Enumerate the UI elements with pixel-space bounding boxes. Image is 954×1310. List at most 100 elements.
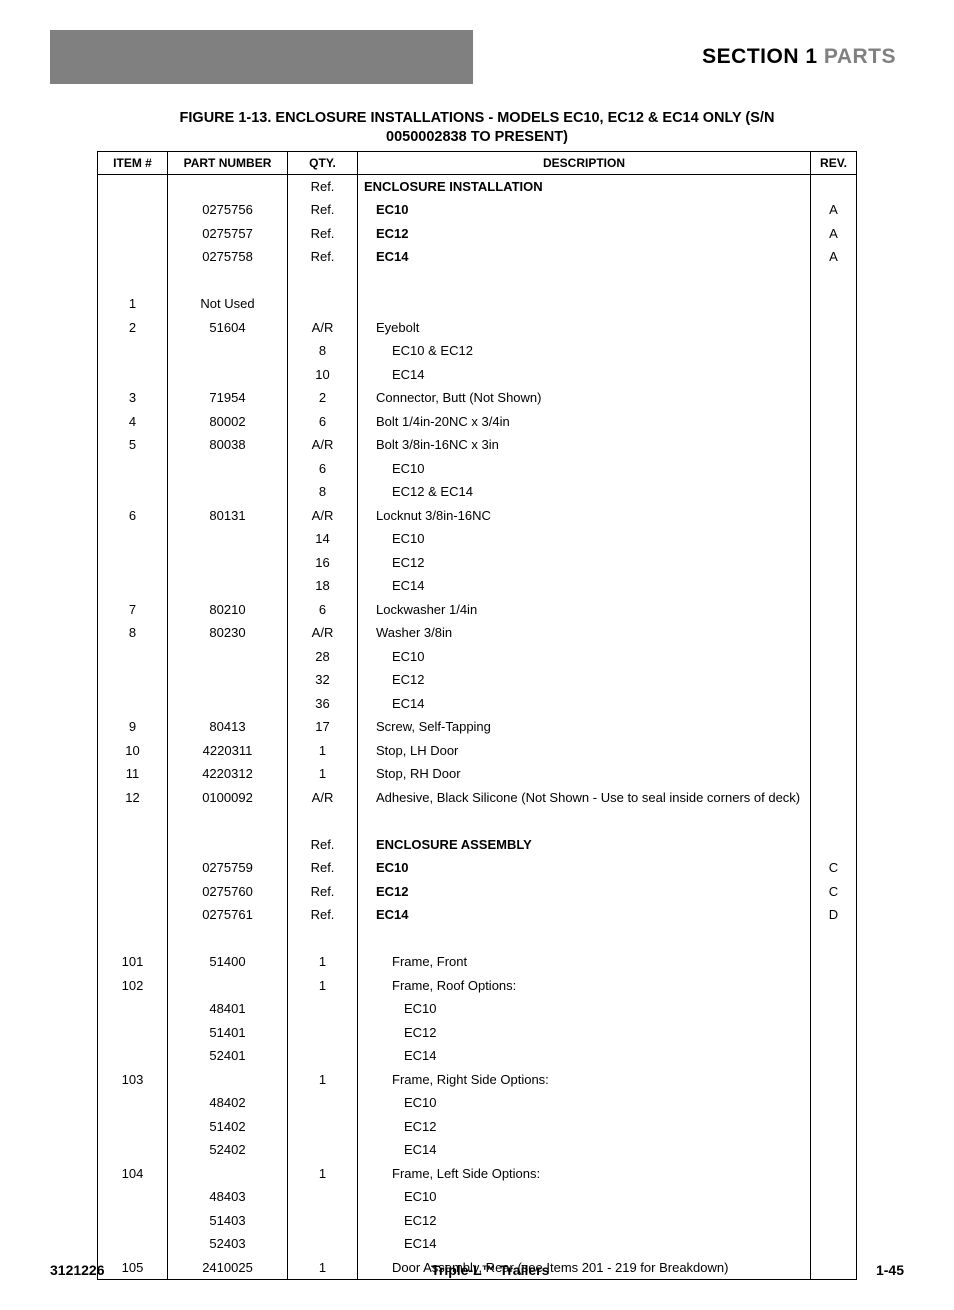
table-row: 8EC10 & EC12 — [98, 339, 857, 363]
cell-part: 80210 — [168, 598, 288, 622]
table-row: 0275761Ref.EC14D — [98, 903, 857, 927]
cell-item — [98, 457, 168, 481]
cell-item: 101 — [98, 950, 168, 974]
table-row: 1142203121Stop, RH Door — [98, 762, 857, 786]
cell-desc: Stop, RH Door — [358, 762, 811, 786]
cell-qty: A/R — [288, 786, 358, 810]
table-row: Ref.ENCLOSURE ASSEMBLY — [98, 833, 857, 857]
cell-qty: 1 — [288, 762, 358, 786]
cell-desc — [358, 292, 811, 316]
cell-qty — [288, 1138, 358, 1162]
cell-desc: EC10 — [358, 198, 811, 222]
table-row: 6EC10 — [98, 457, 857, 481]
cell-desc: EC14 — [358, 1044, 811, 1068]
cell-qty — [288, 1115, 358, 1139]
cell-qty: Ref. — [288, 903, 358, 927]
cell-part — [168, 1068, 288, 1092]
cell-qty: A/R — [288, 316, 358, 340]
table-row: 8EC12 & EC14 — [98, 480, 857, 504]
cell-qty: 1 — [288, 739, 358, 763]
cell-part: 80002 — [168, 410, 288, 434]
page: SECTION 1 PARTS FIGURE 1-13. ENCLOSURE I… — [0, 0, 954, 1310]
cell-rev — [811, 386, 857, 410]
cell-item — [98, 1115, 168, 1139]
cell-part: 51401 — [168, 1021, 288, 1045]
cell-desc: Washer 3/8in — [358, 621, 811, 645]
cell-part: 48402 — [168, 1091, 288, 1115]
cell-desc: EC12 — [358, 1115, 811, 1139]
table-row: 4800026Bolt 1/4in-20NC x 3/4in — [98, 410, 857, 434]
cell-desc: EC14 — [358, 574, 811, 598]
cell-part: 52403 — [168, 1232, 288, 1256]
cell-rev — [811, 1091, 857, 1115]
cell-part — [168, 174, 288, 198]
col-header-qty: QTY. — [288, 151, 358, 174]
cell-qty: 1 — [288, 1068, 358, 1092]
cell-qty: A/R — [288, 433, 358, 457]
cell-part: 71954 — [168, 386, 288, 410]
table-row: 1041Frame, Left Side Options: — [98, 1162, 857, 1186]
cell-desc: EC10 — [358, 856, 811, 880]
footer-left: 3121226 — [50, 1262, 105, 1278]
cell-item: 10 — [98, 739, 168, 763]
table-row: 98041317Screw, Self-Tapping — [98, 715, 857, 739]
cell-part: 0275757 — [168, 222, 288, 246]
cell-qty: 14 — [288, 527, 358, 551]
cell-desc: EC10 — [358, 457, 811, 481]
header-gray-block — [50, 30, 473, 84]
header-bar: SECTION 1 PARTS — [50, 30, 904, 84]
cell-rev — [811, 1138, 857, 1162]
table-row: 14EC10 — [98, 527, 857, 551]
cell-desc: EC10 — [358, 1185, 811, 1209]
cell-desc: Lockwasher 1/4in — [358, 598, 811, 622]
cell-rev — [811, 1162, 857, 1186]
parts-table-body: Ref.ENCLOSURE INSTALLATION0275756Ref.EC1… — [98, 174, 857, 1280]
table-row — [98, 927, 857, 951]
cell-qty: Ref. — [288, 833, 358, 857]
cell-part: 48401 — [168, 997, 288, 1021]
cell-item — [98, 1185, 168, 1209]
cell-qty: 16 — [288, 551, 358, 575]
cell-qty: Ref. — [288, 222, 358, 246]
cell-item: 102 — [98, 974, 168, 998]
cell-rev — [811, 1209, 857, 1233]
cell-item: 9 — [98, 715, 168, 739]
table-row: 0275757Ref.EC12A — [98, 222, 857, 246]
table-row: 1031Frame, Right Side Options: — [98, 1068, 857, 1092]
table-row: 680131A/RLocknut 3/8in-16NC — [98, 504, 857, 528]
cell-desc: Frame, Roof Options: — [358, 974, 811, 998]
cell-desc: EC12 — [358, 222, 811, 246]
cell-qty: Ref. — [288, 880, 358, 904]
table-row: 51402 EC12 — [98, 1115, 857, 1139]
cell-desc: EC14 — [358, 245, 811, 269]
cell-part — [168, 574, 288, 598]
section-title: SECTION 1 PARTS — [702, 45, 896, 69]
table-row: 48402 EC10 — [98, 1091, 857, 1115]
cell-rev — [811, 1232, 857, 1256]
cell-qty: 28 — [288, 645, 358, 669]
cell-desc: EC12 — [358, 551, 811, 575]
cell-part — [168, 645, 288, 669]
cell-rev — [811, 833, 857, 857]
table-row: 51403EC12 — [98, 1209, 857, 1233]
cell-desc: Adhesive, Black Silicone (Not Shown - Us… — [358, 786, 811, 810]
cell-rev: A — [811, 198, 857, 222]
cell-qty: A/R — [288, 504, 358, 528]
cell-part: 51402 — [168, 1115, 288, 1139]
table-row: 36EC14 — [98, 692, 857, 716]
cell-desc: EC10 — [358, 1091, 811, 1115]
table-row — [98, 269, 857, 293]
cell-qty: 36 — [288, 692, 358, 716]
cell-item: 1 — [98, 292, 168, 316]
cell-item: 8 — [98, 621, 168, 645]
table-row: 0275759Ref.EC10C — [98, 856, 857, 880]
cell-qty — [288, 1232, 358, 1256]
cell-rev — [811, 762, 857, 786]
cell-qty: Ref. — [288, 245, 358, 269]
cell-qty: 8 — [288, 339, 358, 363]
cell-item — [98, 1232, 168, 1256]
cell-item — [98, 174, 168, 198]
cell-item — [98, 198, 168, 222]
cell-item — [98, 903, 168, 927]
cell-rev: A — [811, 222, 857, 246]
